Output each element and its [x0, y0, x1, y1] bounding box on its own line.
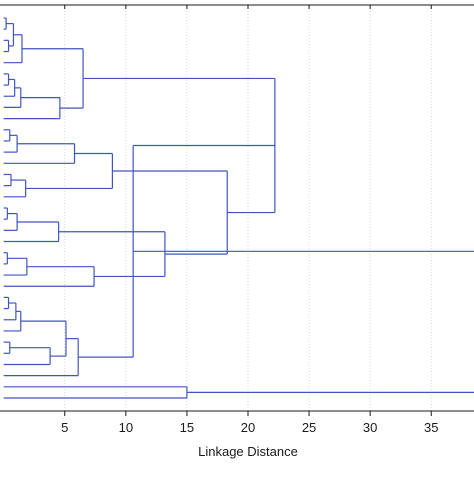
x-axis-title: Linkage Distance [198, 444, 298, 459]
x-axis: 5 10 15 20 25 30 35 [0, 4, 474, 435]
x-tick-label: 20 [241, 420, 255, 435]
x-tick-label: 10 [119, 420, 133, 435]
x-tick-label: 25 [302, 420, 316, 435]
x-tick-label: 35 [424, 420, 438, 435]
x-tick-label: 5 [61, 420, 68, 435]
x-tick-label: 15 [180, 420, 194, 435]
x-tick-label: 30 [363, 420, 377, 435]
grid-lines [64, 5, 432, 411]
dendrogram-links [3, 17, 474, 399]
